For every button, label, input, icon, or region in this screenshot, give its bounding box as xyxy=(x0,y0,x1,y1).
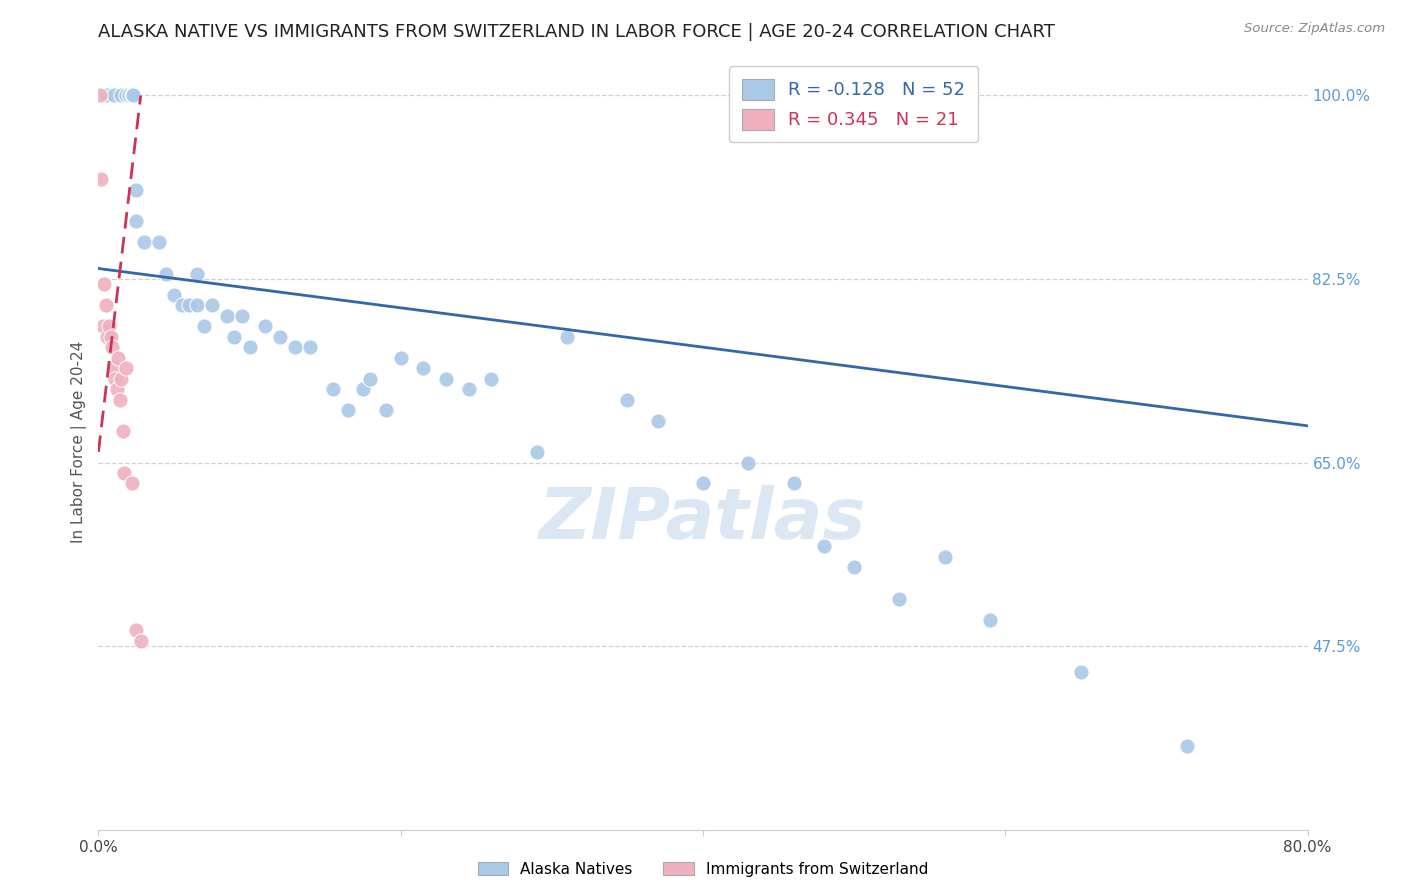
Point xyxy=(457,382,479,396)
Point xyxy=(616,392,638,407)
Point xyxy=(114,361,136,376)
Point xyxy=(122,88,145,103)
Point xyxy=(163,287,186,301)
Point xyxy=(813,540,835,554)
Point xyxy=(360,371,382,385)
Point xyxy=(107,351,129,365)
Point xyxy=(101,340,124,354)
Text: ALASKA NATIVE VS IMMIGRANTS FROM SWITZERLAND IN LABOR FORCE | AGE 20-24 CORRELAT: ALASKA NATIVE VS IMMIGRANTS FROM SWITZER… xyxy=(98,23,1056,41)
Point xyxy=(269,329,291,343)
Point xyxy=(100,329,122,343)
Point xyxy=(110,88,132,103)
Point xyxy=(1070,665,1092,680)
Legend: Alaska Natives, Immigrants from Switzerland: Alaska Natives, Immigrants from Switzerl… xyxy=(470,854,936,884)
Point xyxy=(201,298,224,312)
Point xyxy=(103,88,125,103)
Point xyxy=(170,298,193,312)
Y-axis label: In Labor Force | Age 20-24: In Labor Force | Age 20-24 xyxy=(72,341,87,542)
Point xyxy=(125,183,148,197)
Text: ZIPatlas: ZIPatlas xyxy=(540,484,866,554)
Point xyxy=(179,298,201,312)
Point xyxy=(96,329,118,343)
Point xyxy=(336,403,359,417)
Point xyxy=(692,476,714,491)
Point xyxy=(132,235,155,250)
Point xyxy=(934,549,956,564)
Point xyxy=(1175,739,1198,753)
Point xyxy=(112,466,135,480)
Point xyxy=(526,445,548,459)
Point xyxy=(94,298,117,312)
Point xyxy=(148,235,170,250)
Point xyxy=(352,382,374,396)
Point xyxy=(253,319,276,334)
Point xyxy=(104,371,127,385)
Point xyxy=(844,560,866,574)
Point xyxy=(155,267,177,281)
Point xyxy=(186,298,208,312)
Point xyxy=(98,319,121,334)
Point xyxy=(737,456,759,470)
Point xyxy=(125,214,148,228)
Point xyxy=(121,476,143,491)
Point xyxy=(979,613,1001,627)
Point xyxy=(122,88,145,103)
Point xyxy=(647,413,669,427)
Point xyxy=(284,340,307,354)
Point xyxy=(110,371,132,385)
Point xyxy=(389,351,412,365)
Point xyxy=(90,172,112,186)
Point xyxy=(89,88,111,103)
Point xyxy=(299,340,322,354)
Point xyxy=(322,382,344,396)
Point xyxy=(224,329,246,343)
Point xyxy=(93,277,115,292)
Point xyxy=(412,361,434,376)
Point xyxy=(186,267,208,281)
Point xyxy=(239,340,262,354)
Point xyxy=(125,624,148,638)
Point xyxy=(783,476,806,491)
Point xyxy=(111,424,134,438)
Point xyxy=(481,371,503,385)
Text: Source: ZipAtlas.com: Source: ZipAtlas.com xyxy=(1244,22,1385,36)
Point xyxy=(434,371,457,385)
Point xyxy=(374,403,396,417)
Point xyxy=(129,633,152,648)
Point xyxy=(105,382,128,396)
Point xyxy=(118,88,141,103)
Point xyxy=(114,88,136,103)
Point xyxy=(193,319,215,334)
Point xyxy=(94,88,117,103)
Legend: R = -0.128   N = 52, R = 0.345   N = 21: R = -0.128 N = 52, R = 0.345 N = 21 xyxy=(728,66,979,143)
Point xyxy=(121,88,143,103)
Point xyxy=(91,319,114,334)
Point xyxy=(555,329,578,343)
Point xyxy=(889,591,911,606)
Point xyxy=(231,309,253,323)
Point xyxy=(103,361,125,376)
Point xyxy=(215,309,238,323)
Point xyxy=(108,392,131,407)
